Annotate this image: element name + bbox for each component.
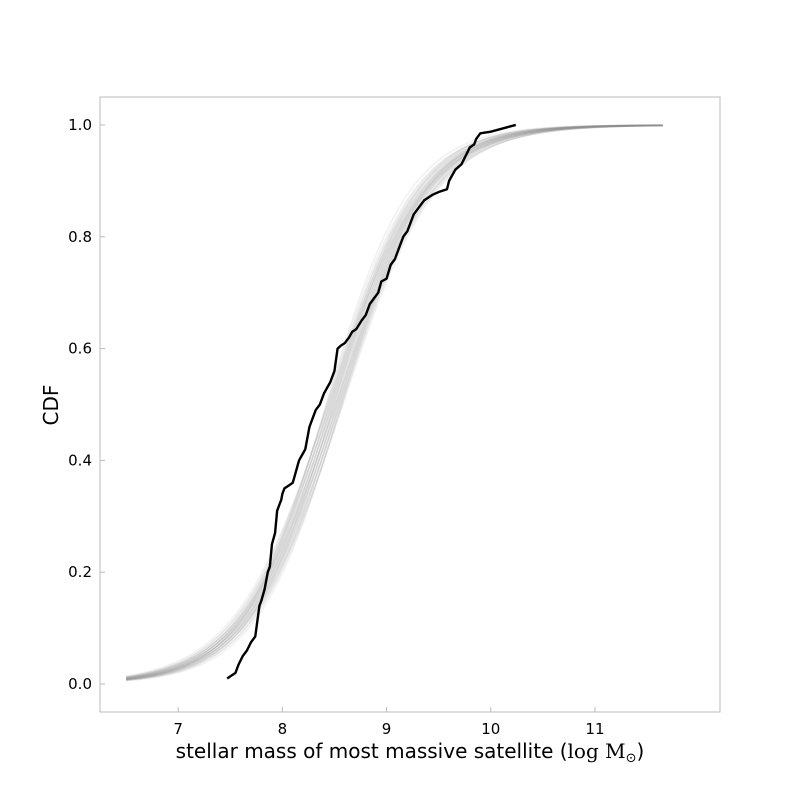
x-axis-label-text: stellar mass of most massive satellite ( bbox=[176, 739, 568, 763]
model-cdf-line bbox=[125, 124, 663, 680]
plot-frame bbox=[99, 96, 721, 713]
y-tick-label: 0.8 bbox=[68, 228, 92, 246]
observed-cdf-line bbox=[226, 123, 517, 680]
model-cdf-line bbox=[125, 124, 663, 681]
model-cdf-line bbox=[125, 124, 663, 678]
model-cdf-line bbox=[125, 124, 663, 679]
y-axis-ticks: 0.0 0.2 0.4 0.6 0.8 1.0 bbox=[68, 116, 105, 693]
y-tick-label: 1.0 bbox=[68, 116, 92, 134]
model-cdf-line bbox=[125, 124, 663, 681]
model-cdf-line bbox=[125, 124, 663, 680]
y-tick-label: 0.0 bbox=[68, 675, 92, 693]
observed-curve-layer bbox=[226, 123, 517, 680]
model-cdf-line bbox=[125, 124, 663, 680]
model-cdf-line bbox=[125, 124, 663, 680]
model-cdf-line bbox=[125, 124, 663, 680]
model-cdf-line bbox=[125, 124, 663, 681]
y-tick-label: 0.4 bbox=[68, 451, 92, 469]
x-axis-label-unit-sub: ⊙ bbox=[626, 751, 637, 766]
model-cdf-line bbox=[125, 124, 663, 679]
model-cdf-line bbox=[125, 124, 663, 681]
model-cdf-line bbox=[125, 124, 663, 680]
x-axis-label-close: ) bbox=[637, 739, 645, 763]
model-cdf-line bbox=[125, 124, 663, 678]
model-cdf-line bbox=[125, 124, 663, 679]
x-axis-label: stellar mass of most massive satellite (… bbox=[176, 739, 645, 766]
x-tick-label: 9 bbox=[382, 720, 392, 738]
x-tick-label: 11 bbox=[585, 720, 604, 738]
model-cdf-line bbox=[125, 124, 663, 681]
y-tick-label: 0.2 bbox=[68, 563, 92, 581]
model-curves bbox=[125, 124, 663, 682]
model-cdf-line bbox=[125, 124, 663, 680]
model-cdf-line bbox=[125, 124, 663, 681]
model-cdf-line bbox=[125, 124, 663, 682]
x-tick-label: 10 bbox=[481, 720, 500, 738]
model-cdf-line bbox=[125, 124, 663, 678]
model-cdf-line bbox=[125, 124, 663, 681]
x-axis-label-unit: log M bbox=[568, 739, 626, 763]
x-axis-ticks: 7 8 9 10 11 bbox=[173, 707, 605, 738]
model-cdf-line bbox=[125, 124, 663, 680]
model-cdf-line bbox=[125, 124, 663, 679]
model-cdf-line bbox=[125, 124, 663, 682]
model-cdf-line bbox=[125, 124, 663, 680]
model-cdf-line bbox=[125, 124, 663, 681]
y-tick-label: 0.6 bbox=[68, 340, 92, 358]
y-axis-label: CDF bbox=[39, 385, 63, 426]
model-cdf-line bbox=[125, 124, 663, 679]
model-cdf-line bbox=[125, 124, 663, 677]
x-tick-label: 7 bbox=[173, 720, 183, 738]
model-cdf-line bbox=[125, 124, 663, 681]
model-cdf-line bbox=[125, 124, 663, 681]
x-tick-label: 8 bbox=[278, 720, 288, 738]
